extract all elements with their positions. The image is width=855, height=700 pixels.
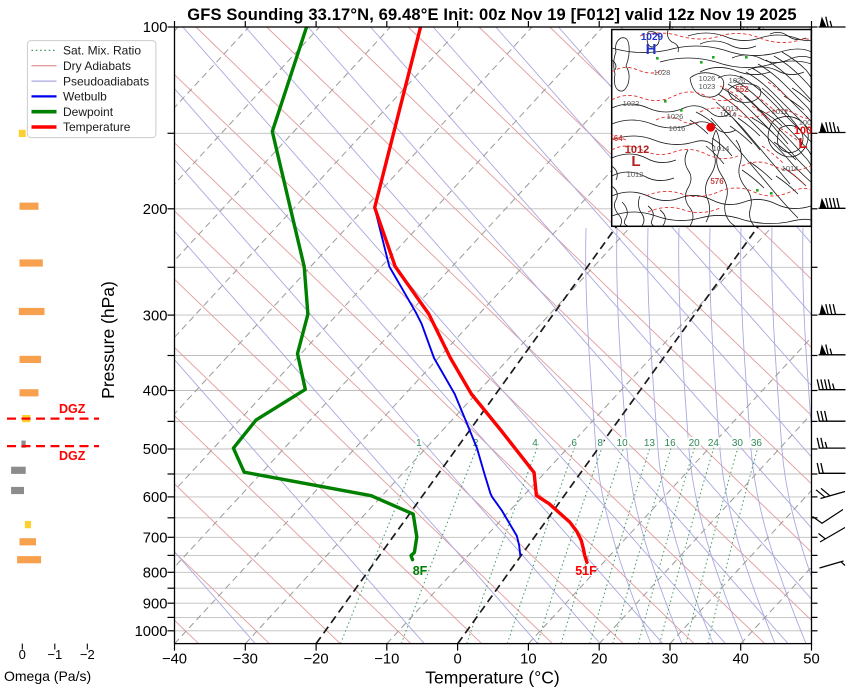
svg-text:Temperature (°C): Temperature (°C) [425,668,559,688]
svg-text:10: 10 [617,438,629,449]
svg-text:0: 0 [453,652,461,668]
svg-text:1026: 1026 [667,112,684,121]
svg-text:−10: −10 [374,652,399,668]
svg-text:600: 600 [143,490,168,506]
svg-text:1013: 1013 [722,104,739,113]
svg-text:500: 500 [143,442,168,458]
svg-text:1000: 1000 [135,624,168,640]
svg-text:−30: −30 [233,652,258,668]
svg-text:−40: −40 [162,652,187,668]
svg-text:−20: −20 [304,652,329,668]
svg-text:1014: 1014 [782,164,799,173]
svg-text:Dry Adiabats: Dry Adiabats [63,59,131,73]
svg-text:100: 100 [799,118,812,127]
svg-text:51F: 51F [575,564,597,578]
svg-text:30: 30 [732,438,744,449]
svg-text:Sat. Mix. Ratio: Sat. Mix. Ratio [63,44,141,58]
svg-text:L: L [798,135,807,152]
svg-text:1016: 1016 [669,124,686,133]
svg-text:−1: −1 [47,647,62,662]
svg-text:36: 36 [751,438,763,449]
svg-text:1012: 1012 [627,170,644,179]
svg-text:0: 0 [19,647,26,662]
svg-text:50: 50 [803,652,819,668]
svg-text:700: 700 [143,531,168,547]
svg-text:200: 200 [143,202,168,218]
svg-text:13: 13 [644,438,656,449]
svg-text:800: 800 [143,566,168,582]
svg-text:1: 1 [416,438,422,449]
svg-text:900: 900 [143,596,168,612]
svg-text:8: 8 [597,438,603,449]
svg-text:100: 100 [143,20,168,36]
svg-text:Omega (Pa/s): Omega (Pa/s) [4,668,91,684]
svg-text:−2: −2 [80,647,95,662]
svg-text:Temperature: Temperature [63,120,131,134]
svg-text:30: 30 [662,652,678,668]
svg-text:Wetbulb: Wetbulb [63,90,107,104]
svg-text:4: 4 [532,438,538,449]
svg-text:1012: 1012 [772,107,789,116]
svg-text:1028: 1028 [654,68,671,77]
svg-text:Pressure (hPa): Pressure (hPa) [98,281,118,399]
svg-text:552: 552 [735,85,749,94]
svg-text:DGZ: DGZ [59,449,86,463]
svg-text:16: 16 [665,438,677,449]
svg-text:1014: 1014 [713,144,730,153]
svg-text:40: 40 [732,652,748,668]
svg-text:H: H [646,41,657,58]
svg-text:1023: 1023 [699,82,716,91]
svg-text:1022: 1022 [623,99,640,108]
svg-text:20: 20 [591,652,607,668]
svg-text:L: L [631,153,640,170]
svg-text:10: 10 [520,652,536,668]
svg-text:300: 300 [143,308,168,324]
svg-text:6: 6 [571,438,577,449]
svg-text:Dewpoint: Dewpoint [63,105,114,119]
svg-text:8F: 8F [413,564,428,578]
svg-text:1026: 1026 [729,76,746,85]
svg-text:GFS Sounding 33.17°N, 69.48°E: GFS Sounding 33.17°N, 69.48°E Init: 00z … [187,6,797,24]
svg-text:24: 24 [708,438,720,449]
svg-text:576: 576 [710,177,724,186]
svg-text:DGZ: DGZ [59,402,86,416]
svg-text:400: 400 [143,384,168,400]
svg-text:Pseudoadiabats: Pseudoadiabats [63,74,149,88]
svg-text:20: 20 [689,438,701,449]
